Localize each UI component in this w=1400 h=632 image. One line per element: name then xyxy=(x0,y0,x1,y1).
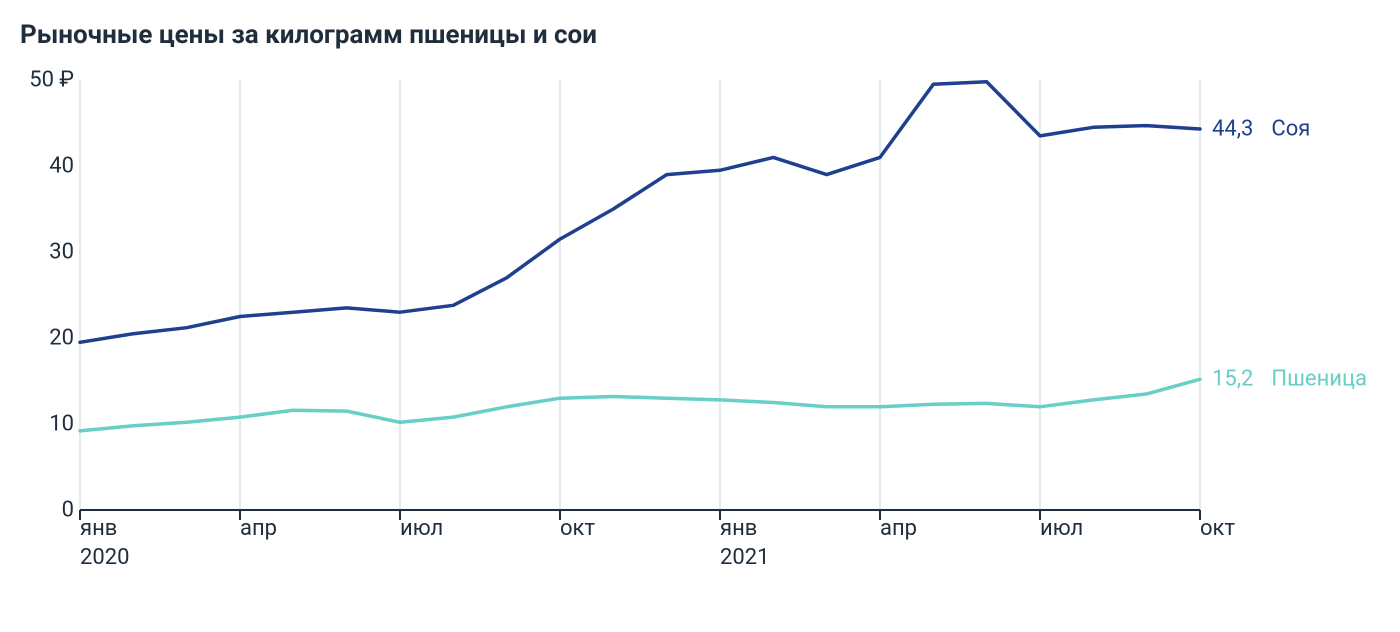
y-tick-label: 50 ₽ xyxy=(29,68,74,93)
x-tick-label: окт xyxy=(1200,516,1235,541)
x-tick-month: янв xyxy=(720,516,769,541)
price-chart: Рыночные цены за килограмм пшеницы и сои… xyxy=(20,20,1380,576)
series-line-soy xyxy=(80,82,1200,343)
x-tick-label: янв 2020 xyxy=(80,516,129,570)
series-end-value: 15,2 xyxy=(1212,367,1253,392)
plot-area xyxy=(80,80,1200,510)
y-axis: 01020304050 ₽ xyxy=(20,80,80,510)
x-tick-label: апр xyxy=(240,516,277,541)
y-tick-label: 20 xyxy=(49,326,74,351)
series-end-label-soy: 44,3 Соя xyxy=(1212,117,1310,142)
y-tick-label: 0 xyxy=(62,498,74,523)
x-tick-label: янв 2021 xyxy=(720,516,769,570)
x-tick-month: июл xyxy=(1040,516,1083,541)
x-tick-label: июл xyxy=(400,516,443,541)
y-tick-label: 10 xyxy=(49,412,74,437)
x-tick-month: янв xyxy=(80,516,129,541)
y-tick-label: 40 xyxy=(49,154,74,179)
x-tick-month: апр xyxy=(240,516,277,541)
x-tick-month: окт xyxy=(1200,516,1235,541)
x-tick-year: 2021 xyxy=(720,545,769,570)
x-tick-month: окт xyxy=(560,516,595,541)
series-name: Пшеница xyxy=(1271,367,1367,392)
series-end-label-wheat: 15,2 Пшеница xyxy=(1212,367,1367,392)
x-tick-label: апр xyxy=(880,516,917,541)
x-tick-label: июл xyxy=(1040,516,1083,541)
series-line-wheat xyxy=(80,379,1200,431)
series-end-value: 44,3 xyxy=(1212,117,1253,142)
x-tick-month: апр xyxy=(880,516,917,541)
x-axis: янв2020априюлоктянв2021априюлокт xyxy=(80,516,1200,576)
series-end-labels: 44,3 Соя 15,2 Пшеница xyxy=(1200,80,1380,510)
series-name: Соя xyxy=(1271,117,1310,142)
x-tick-label: окт xyxy=(560,516,595,541)
x-tick-year: 2020 xyxy=(80,545,129,570)
y-tick-label: 30 xyxy=(49,240,74,265)
chart-title: Рыночные цены за килограмм пшеницы и сои xyxy=(20,20,1380,50)
x-tick-month: июл xyxy=(400,516,443,541)
